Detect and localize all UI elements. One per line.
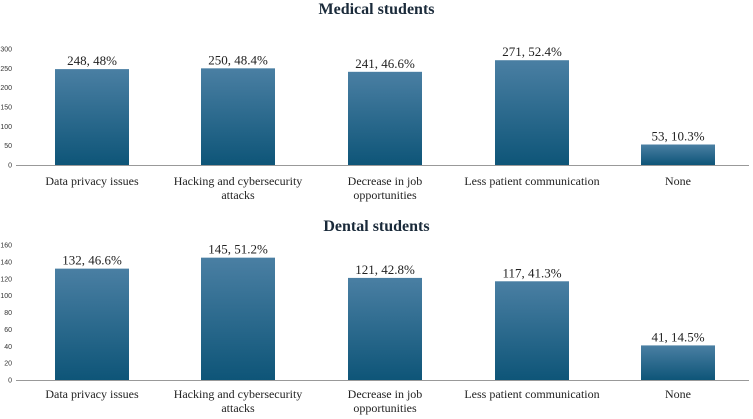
category-label-line: attacks (221, 188, 255, 202)
category-label-line: Data privacy issues (45, 387, 139, 401)
category-label: Data privacy issues (45, 387, 139, 401)
category-label-line: Less patient communication (464, 174, 599, 188)
category-label-line: attacks (221, 401, 255, 415)
category-label: Hacking and cybersecurity attacks (174, 387, 303, 415)
data-label: 248, 48% (67, 53, 117, 68)
category-label-line: opportunities (353, 188, 417, 202)
y-tick-label: 300 (0, 47, 12, 54)
bar (201, 68, 275, 165)
category-label: Decrease in job opportunities (348, 387, 423, 415)
y-tick-label: 160 (0, 243, 12, 250)
y-tick-label: 40 (4, 344, 12, 351)
data-label: 41, 14.5% (651, 329, 704, 344)
data-label: 117, 41.3% (502, 265, 561, 280)
bar (495, 281, 569, 380)
y-tick-label: 60 (4, 327, 12, 334)
category-label-line: Hacking and cybersecurity (174, 174, 303, 188)
bar (641, 345, 715, 380)
category-label: Decrease in job opportunities (348, 174, 423, 202)
bar (495, 60, 569, 165)
bar (201, 257, 275, 380)
y-tick-label: 120 (0, 276, 12, 283)
category-label-line: Data privacy issues (45, 174, 139, 188)
chart-title: Dental students (323, 218, 429, 235)
data-label: 121, 42.8% (355, 262, 415, 277)
data-label: 250, 48.4% (208, 52, 268, 67)
bar (55, 268, 129, 380)
category-label-line: None (665, 387, 691, 401)
data-label: 145, 51.2% (208, 242, 268, 257)
y-tick-label: 200 (0, 85, 12, 92)
data-label: 271, 52.4% (502, 44, 562, 59)
category-label-line: opportunities (353, 401, 417, 415)
data-label: 53, 10.3% (651, 129, 704, 144)
category-label: Hacking and cybersecurity attacks (174, 174, 303, 202)
y-tick-label: 100 (0, 293, 12, 300)
bar (348, 71, 422, 165)
category-label-line: Less patient communication (464, 387, 599, 401)
y-tick-label: 150 (0, 105, 12, 112)
y-tick-label: 100 (0, 124, 12, 131)
category-label-line: Hacking and cybersecurity (174, 387, 303, 401)
data-label: 241, 46.6% (355, 56, 415, 71)
category-label: Less patient communication (464, 387, 599, 401)
category-label: None (665, 387, 691, 401)
dental-students-chart: Dental students 0 20 40 60 80 100 120 140 160 132,… (0, 218, 749, 415)
y-tick-label: 80 (4, 310, 12, 317)
category-label-line: Decrease in job (348, 387, 423, 401)
category-label: Data privacy issues (45, 174, 139, 188)
data-label: 132, 46.6% (62, 253, 122, 268)
chart-title: Medical students (319, 1, 435, 18)
medical-students-chart: Medical students 0 50 100 150 200 250 300 248, 4… (0, 1, 749, 202)
bar (348, 277, 422, 380)
category-label: Less patient communication (464, 174, 599, 188)
y-tick-label: 50 (4, 143, 12, 150)
bar (55, 69, 129, 165)
y-tick-label: 250 (0, 66, 12, 73)
y-tick-label: 0 (8, 163, 12, 170)
category-label: None (665, 174, 691, 188)
y-tick-label: 140 (0, 259, 12, 266)
y-tick-label: 0 (8, 378, 12, 385)
y-tick-label: 20 (4, 361, 12, 368)
category-label-line: Decrease in job (348, 174, 423, 188)
bar (641, 144, 715, 165)
category-label-line: None (665, 174, 691, 188)
